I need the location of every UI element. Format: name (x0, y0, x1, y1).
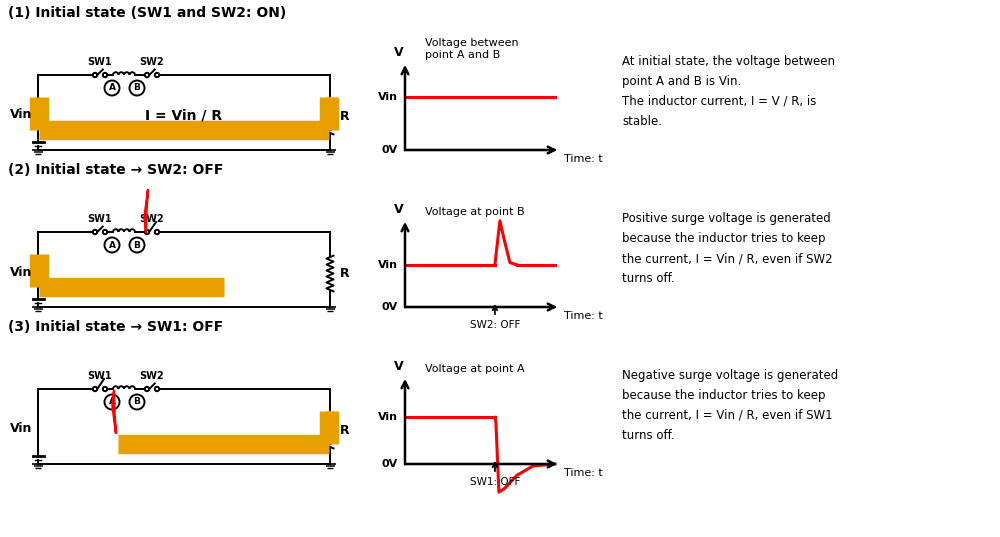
Text: Vin: Vin (10, 423, 32, 436)
Circle shape (130, 237, 144, 252)
Text: Voltage at point B: Voltage at point B (425, 207, 525, 217)
Text: SW1: SW1 (88, 214, 112, 224)
Text: SW2: OFF: SW2: OFF (470, 320, 520, 330)
Text: Positive surge voltage is generated
because the inductor tries to keep
the curre: Positive surge voltage is generated beca… (622, 212, 833, 285)
Text: Vin: Vin (378, 92, 398, 102)
Text: R: R (340, 267, 350, 280)
Text: V: V (394, 360, 404, 373)
Text: A: A (109, 83, 116, 92)
Text: Time: t: Time: t (564, 311, 603, 321)
Text: Time: t: Time: t (564, 154, 603, 164)
Text: A: A (109, 397, 116, 407)
Text: 0V: 0V (382, 459, 398, 469)
Text: Vin: Vin (10, 108, 32, 121)
Text: SW2: SW2 (140, 57, 164, 67)
Text: B: B (134, 241, 140, 250)
Text: Vin: Vin (378, 260, 398, 270)
Text: (3) Initial state → SW1: OFF: (3) Initial state → SW1: OFF (8, 320, 223, 334)
Text: (2) Initial state → SW2: OFF: (2) Initial state → SW2: OFF (8, 163, 223, 177)
Text: B: B (134, 397, 140, 407)
Text: SW2: SW2 (140, 371, 164, 381)
Text: R: R (340, 110, 350, 123)
Circle shape (130, 81, 144, 96)
Text: At initial state, the voltage between
point A and B is Vin.
The inductor current: At initial state, the voltage between po… (622, 55, 835, 128)
Text: (1) Initial state (SW1 and SW2: ON): (1) Initial state (SW1 and SW2: ON) (8, 6, 286, 20)
Circle shape (105, 81, 120, 96)
Text: 0V: 0V (382, 145, 398, 155)
Text: Negative surge voltage is generated
because the inductor tries to keep
the curre: Negative surge voltage is generated beca… (622, 369, 838, 442)
Circle shape (130, 395, 144, 410)
Text: V: V (394, 46, 404, 59)
Circle shape (105, 237, 120, 252)
Text: SW1: SW1 (88, 371, 112, 381)
Text: Vin: Vin (378, 412, 398, 423)
Text: Vin: Vin (10, 265, 32, 279)
Text: SW1: SW1 (88, 57, 112, 67)
Text: V: V (394, 203, 404, 216)
Text: SW2: SW2 (140, 214, 164, 224)
Text: 0V: 0V (382, 302, 398, 312)
Text: I = Vin / R: I = Vin / R (145, 109, 223, 123)
Text: SW1: OFF: SW1: OFF (470, 477, 520, 487)
Text: Voltage between
point A and B: Voltage between point A and B (425, 39, 519, 60)
Text: Voltage at point A: Voltage at point A (425, 364, 525, 374)
Text: Time: t: Time: t (564, 468, 603, 478)
Text: R: R (340, 424, 350, 437)
Circle shape (105, 395, 120, 410)
Text: B: B (134, 83, 140, 92)
Text: A: A (109, 241, 116, 250)
